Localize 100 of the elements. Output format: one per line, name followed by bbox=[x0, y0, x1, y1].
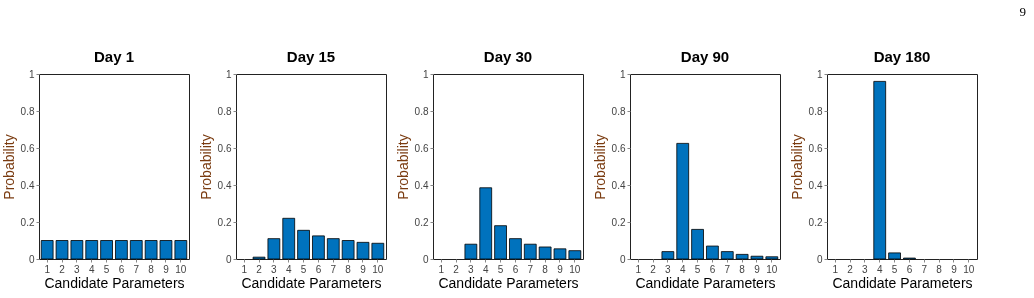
chart-title: Day 180 bbox=[873, 48, 931, 65]
x-tick-label: 3 bbox=[862, 263, 869, 275]
y-tick-label: 1 bbox=[816, 68, 823, 80]
x-tick-label: 8 bbox=[542, 263, 549, 275]
y-tick-label: 1 bbox=[422, 68, 429, 80]
x-tick-label: 10 bbox=[175, 263, 187, 275]
y-axis-title: Probability bbox=[0, 134, 17, 200]
y-tick-label: 0.6 bbox=[808, 142, 823, 154]
y-tick-label: 0 bbox=[225, 253, 232, 265]
x-tick-label: 6 bbox=[709, 263, 716, 275]
bar bbox=[297, 229, 310, 260]
x-tick-label: 1 bbox=[438, 263, 445, 275]
x-tick-label: 7 bbox=[330, 263, 337, 275]
y-axis-title: Probability bbox=[788, 134, 805, 200]
x-tick-label: 2 bbox=[650, 263, 657, 275]
y-tick-label: 0.6 bbox=[217, 142, 232, 154]
y-tick-label: 0 bbox=[619, 253, 626, 265]
x-axis-title: Candidate Parameters bbox=[832, 274, 973, 291]
x-tick-label: 3 bbox=[74, 263, 81, 275]
x-tick-label: 6 bbox=[118, 263, 125, 275]
y-axis-title: Probability bbox=[394, 134, 411, 200]
y-tick-label: 0.4 bbox=[808, 179, 823, 191]
bar bbox=[676, 142, 690, 260]
y-tick-label: 1 bbox=[28, 68, 35, 80]
x-tick-label: 2 bbox=[59, 263, 66, 275]
x-tick-label: 1 bbox=[241, 263, 248, 275]
bar bbox=[720, 251, 734, 260]
x-tick-label: 6 bbox=[906, 263, 913, 275]
x-tick-label: 7 bbox=[724, 263, 731, 275]
x-tick-label: 3 bbox=[271, 263, 278, 275]
bar bbox=[326, 238, 340, 260]
y-tick-label: 0.8 bbox=[414, 105, 429, 117]
x-tick-label: 5 bbox=[300, 263, 307, 275]
y-tick-label: 0.8 bbox=[808, 105, 823, 117]
x-tick-label: 2 bbox=[256, 263, 263, 275]
y-tick-label: 0.4 bbox=[217, 179, 232, 191]
bar bbox=[312, 235, 325, 260]
bar bbox=[464, 243, 478, 260]
y-tick-label: 0 bbox=[816, 253, 823, 265]
x-tick-label: 2 bbox=[453, 263, 460, 275]
y-tick-label: 0.6 bbox=[414, 142, 429, 154]
bar bbox=[706, 245, 719, 260]
x-axis-title: Candidate Parameters bbox=[44, 274, 185, 291]
y-axis-title: Probability bbox=[197, 134, 214, 200]
x-tick-label: 4 bbox=[88, 263, 95, 275]
x-tick-label: 8 bbox=[345, 263, 352, 275]
x-tick-label: 8 bbox=[739, 263, 746, 275]
x-tick-label: 5 bbox=[103, 263, 110, 275]
x-tick-label: 3 bbox=[468, 263, 475, 275]
chart-title: Day 1 bbox=[93, 48, 135, 65]
x-tick-label: 4 bbox=[876, 263, 883, 275]
y-tick-label: 0.8 bbox=[217, 105, 232, 117]
bar bbox=[479, 187, 493, 260]
y-tick-label: 0.6 bbox=[20, 142, 35, 154]
x-axis-title: Candidate Parameters bbox=[241, 274, 382, 291]
x-tick-label: 1 bbox=[635, 263, 642, 275]
x-axis-title: Candidate Parameters bbox=[438, 274, 579, 291]
x-tick-label: 5 bbox=[497, 263, 504, 275]
x-tick-label: 10 bbox=[963, 263, 975, 275]
x-tick-label: 7 bbox=[527, 263, 534, 275]
y-tick-label: 0 bbox=[28, 253, 35, 265]
x-tick-label: 1 bbox=[44, 263, 51, 275]
y-tick-label: 0.4 bbox=[611, 179, 626, 191]
x-axis-title: Candidate Parameters bbox=[635, 274, 776, 291]
x-tick-label: 6 bbox=[512, 263, 519, 275]
x-tick-label: 6 bbox=[315, 263, 322, 275]
x-tick-label: 2 bbox=[847, 263, 854, 275]
x-tick-label: 8 bbox=[148, 263, 155, 275]
x-tick-label: 10 bbox=[372, 263, 384, 275]
x-tick-label: 10 bbox=[766, 263, 778, 275]
x-tick-label: 9 bbox=[163, 263, 170, 275]
x-tick-label: 3 bbox=[665, 263, 672, 275]
bar bbox=[282, 217, 296, 260]
bar bbox=[691, 229, 704, 260]
y-tick-label: 0.2 bbox=[414, 216, 429, 228]
y-axis-title: Probability bbox=[591, 134, 608, 200]
x-tick-label: 1 bbox=[832, 263, 839, 275]
x-tick-label: 7 bbox=[133, 263, 140, 275]
bar bbox=[494, 225, 507, 260]
bar bbox=[509, 238, 522, 260]
chart-title: Day 90 bbox=[680, 48, 730, 65]
y-tick-label: 0.2 bbox=[217, 216, 232, 228]
x-tick-label: 9 bbox=[360, 263, 367, 275]
x-tick-label: 5 bbox=[694, 263, 701, 275]
bar bbox=[873, 81, 887, 260]
bar bbox=[661, 251, 675, 260]
y-tick-label: 0.4 bbox=[414, 179, 429, 191]
x-tick-label: 4 bbox=[482, 263, 489, 275]
x-tick-label: 4 bbox=[679, 263, 686, 275]
chart-title: Day 30 bbox=[483, 48, 533, 65]
text: 9 bbox=[1019, 4, 1026, 20]
y-tick-label: 0.8 bbox=[611, 105, 626, 117]
x-tick-label: 8 bbox=[936, 263, 943, 275]
y-tick-label: 0.2 bbox=[20, 216, 35, 228]
bar bbox=[888, 252, 901, 260]
y-tick-label: 0 bbox=[422, 253, 429, 265]
x-tick-label: 4 bbox=[285, 263, 292, 275]
x-tick-label: 9 bbox=[754, 263, 761, 275]
y-tick-label: 0.2 bbox=[808, 216, 823, 228]
y-tick-label: 1 bbox=[619, 68, 626, 80]
